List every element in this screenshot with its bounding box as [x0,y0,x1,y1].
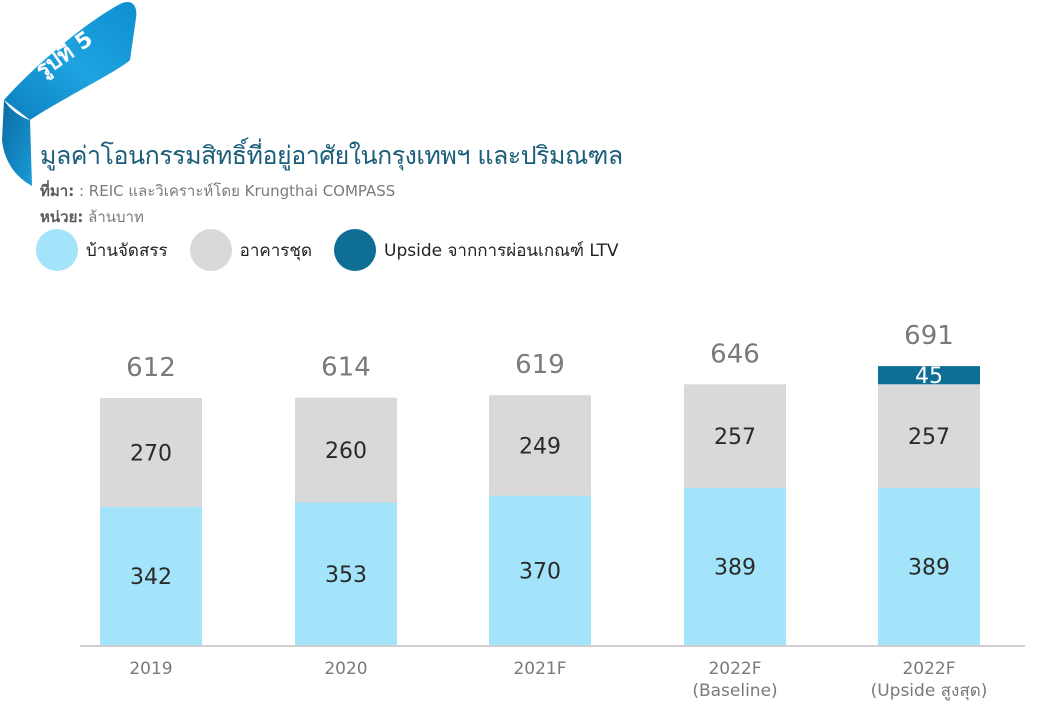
bar-segment-condo [684,384,786,489]
data-label-condo: 260 [325,439,367,464]
chart-legend: บ้านจัดสรร อาคารชุด Upside จากการผ่อนเกณ… [36,229,641,271]
unit-label: หน่วย: [40,208,84,226]
data-label-upside: 45 [915,364,943,389]
bar-segment-condo [100,398,202,507]
data-label-house: 353 [325,563,367,588]
bar-segment-house [684,488,786,645]
bar-segment-house [100,506,202,645]
bar-segment-house [878,488,980,645]
legend-swatch-condo [189,229,232,271]
source-text: : REIC และวิเคราะห์โดย Krungthai COMPASS [74,182,396,200]
source-line: ที่มา: : REIC และวิเคราะห์โดย Krungthai … [40,179,395,203]
data-label-condo: 249 [519,434,561,459]
bar-segment-upside [878,366,980,385]
source-label: ที่มา: [40,182,75,200]
x-tick-label: 2022F [708,659,761,679]
data-label-house: 370 [519,559,561,584]
total-label: 646 [710,339,760,369]
x-tick-label: (Baseline) [692,681,777,701]
unit-text: ล้านบาท [83,208,144,226]
legend-label-condo: อาคารชุด [239,240,312,261]
legend-label-house: บ้านจัดสรร [86,240,168,261]
bar-segment-house [489,495,591,645]
data-label-condo: 257 [908,425,950,450]
legend-label-upside: Upside จากการผ่อนเกณฑ์ LTV [384,240,619,261]
unit-line: หน่วย: ล้านบาท [40,205,144,229]
data-label-house: 389 [908,556,950,581]
bar-segment-condo [295,397,397,503]
x-tick-label: 2019 [129,659,172,679]
data-label-condo: 270 [130,441,172,466]
total-label: 691 [904,321,954,351]
x-tick-label: 2020 [324,659,367,679]
legend-item-upside: Upside จากการผ่อนเกณฑ์ LTV [334,229,619,271]
legend-swatch-upside [334,229,376,271]
x-tick-label: 2022F [902,659,955,679]
total-label: 612 [126,353,176,383]
bar-segment-house [295,502,397,645]
total-label: 614 [321,353,371,383]
bar-segment-condo [878,384,980,489]
bar-segment-condo [489,395,591,496]
data-label-condo: 257 [714,425,756,450]
legend-item-condo: อาคารชุด [189,229,312,271]
x-tick-label: (Upside สูงสุด) [871,681,988,701]
x-tick-label: 2021F [513,659,566,679]
chart-title: มูลค่าโอนกรรมสิทธิ์ที่อยู่อาศัยในกรุงเทพ… [40,141,623,170]
data-label-house: 342 [130,565,172,590]
figure-ribbon [2,1,137,186]
total-label: 619 [515,350,565,380]
legend-item-house: บ้านจัดสรร [36,229,168,271]
legend-swatch-house [36,229,78,271]
data-label-house: 389 [714,556,756,581]
